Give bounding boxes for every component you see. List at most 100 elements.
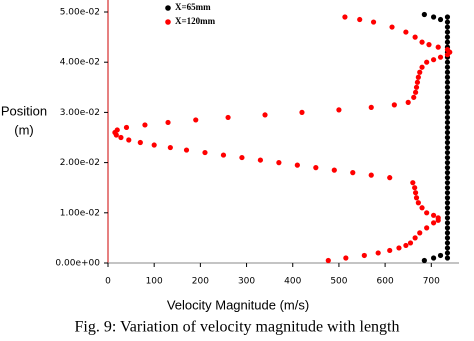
point [444, 245, 451, 251]
point [257, 157, 264, 163]
point [444, 69, 451, 75]
point [444, 235, 451, 241]
point [430, 212, 437, 218]
y-tick-label: 5.00e-02 [60, 8, 100, 18]
y-tick-label: 2.00e-02 [60, 158, 100, 168]
point [444, 220, 451, 226]
y-tick-label: 4.00e-02 [60, 58, 100, 68]
point [435, 215, 441, 221]
y-tick-label: 0.00e+00 [55, 259, 100, 269]
x-tick-label: 300 [238, 277, 255, 287]
point [114, 127, 120, 133]
point [444, 19, 451, 25]
point [412, 190, 419, 196]
point [444, 104, 451, 110]
point [437, 252, 444, 259]
point [444, 149, 451, 156]
point [193, 117, 199, 123]
point [313, 165, 319, 171]
point [417, 69, 423, 75]
point [444, 165, 451, 171]
x-tick-label: 200 [192, 277, 209, 287]
point [444, 74, 451, 80]
point [411, 94, 417, 100]
x-axis-label: Velocity Magnitude (m/s) [167, 297, 309, 312]
point [444, 129, 451, 136]
point [444, 255, 451, 261]
legend-label: X=120mm [175, 16, 216, 26]
point [220, 152, 227, 158]
point [407, 240, 414, 246]
point [294, 162, 300, 168]
point [368, 172, 374, 178]
point [444, 240, 451, 246]
point [444, 89, 451, 95]
point [123, 124, 130, 131]
point [167, 144, 173, 151]
point [430, 14, 437, 20]
point [387, 175, 393, 181]
point [444, 109, 451, 115]
legend-marker [165, 5, 171, 11]
point [118, 134, 124, 141]
point [421, 11, 427, 18]
point [444, 24, 451, 30]
point [137, 139, 143, 146]
point [415, 74, 421, 80]
caption: Fig. 9: Variation of velocity magnitude … [75, 319, 400, 336]
point [444, 39, 451, 45]
point [357, 16, 363, 23]
point [444, 160, 451, 166]
point [444, 139, 451, 146]
point [419, 64, 425, 70]
point [202, 149, 208, 156]
y-tick-label: 3.00e-02 [60, 108, 100, 118]
point [403, 29, 409, 35]
point [262, 112, 268, 118]
point [396, 245, 402, 251]
point [444, 59, 451, 65]
point [165, 119, 171, 126]
point [415, 200, 421, 206]
legend-label: X=65mm [175, 2, 211, 12]
x-tick-label: 600 [377, 277, 394, 287]
point [183, 147, 190, 153]
point [444, 79, 451, 85]
point [444, 64, 451, 70]
point [419, 205, 425, 211]
point [403, 242, 409, 249]
point [444, 47, 451, 53]
point [430, 255, 437, 261]
point [435, 44, 441, 50]
point [444, 200, 451, 206]
point [444, 29, 451, 35]
point [368, 104, 374, 110]
point [421, 257, 427, 264]
point [444, 175, 451, 181]
point [342, 14, 348, 20]
x-tick-label: 700 [423, 277, 440, 287]
point [413, 195, 420, 201]
point [299, 109, 305, 115]
point [405, 99, 411, 105]
point [444, 215, 451, 221]
point [444, 205, 451, 211]
point [444, 94, 451, 100]
point [444, 250, 451, 256]
point [276, 160, 282, 166]
point [151, 142, 157, 148]
point [331, 167, 337, 173]
point [413, 84, 420, 90]
x-tick-label: 100 [146, 277, 163, 287]
point [336, 107, 342, 113]
point [126, 137, 132, 143]
point [417, 230, 423, 236]
point [444, 124, 451, 131]
x-tick-label: 500 [330, 277, 347, 287]
point [444, 14, 451, 20]
point [444, 230, 451, 236]
point [419, 39, 425, 45]
point [430, 220, 437, 226]
point [370, 19, 377, 25]
point [225, 114, 231, 121]
